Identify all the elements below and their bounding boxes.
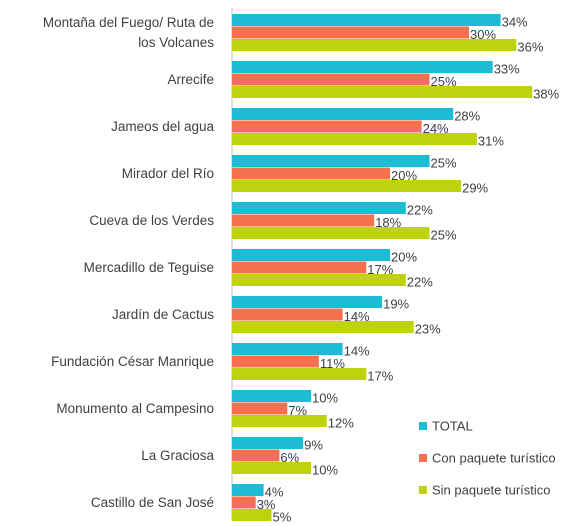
category-label: Fundación César Manrique [51,353,214,369]
bar [232,343,343,355]
category-label: Monumento al Campesino [56,400,214,416]
value-label: 7% [288,403,307,418]
value-label: 38% [533,87,559,102]
bar [232,73,430,86]
bar [232,496,256,509]
bar [232,202,406,214]
value-label: 24% [423,121,449,136]
legend-label: TOTAL [432,418,473,433]
bar [232,368,367,380]
bar [232,509,272,521]
bar [232,214,375,227]
value-label: 36% [517,40,543,55]
value-label: 34% [502,15,528,30]
value-label: 31% [478,134,504,149]
bar [232,484,264,496]
value-label: 28% [454,109,480,124]
value-label: 12% [328,416,354,431]
category-label: Cueva de los Verdes [89,212,214,228]
value-label: 18% [375,215,401,230]
value-label: 25% [431,74,457,89]
bar [232,449,280,462]
value-label: 17% [367,262,393,277]
bar [232,133,477,145]
category-label: La Graciosa [141,447,214,463]
bar [232,26,469,39]
legend-label: Sin paquete turístico [432,482,551,497]
bar [232,61,493,73]
value-label: 6% [280,450,299,465]
category-label: Arrecife [167,71,214,87]
bar [232,120,422,133]
category-label: Montaña del Fuego/ Ruta de los Volcanes [42,14,214,50]
value-label: 4% [265,485,284,500]
value-label: 30% [470,27,496,42]
value-label: 23% [415,322,441,337]
legend-label: Con paquete turístico [432,450,556,465]
value-label: 22% [407,275,433,290]
bar [232,180,462,192]
bar [232,308,343,321]
value-label: 20% [391,250,417,265]
category-label: Castillo de San José [90,494,214,510]
bar [232,155,430,167]
bar [232,390,311,402]
value-label: 10% [312,391,338,406]
category-label: Mercadillo de Teguise [83,259,214,275]
bar [232,415,327,427]
bar [232,462,311,474]
category-label: Jardín de Cactus [111,306,214,322]
value-label: 19% [383,297,409,312]
category-label: Jameos del agua [111,118,214,134]
value-label: 11% [320,356,345,371]
bar [232,108,454,120]
legend-swatch [419,422,427,430]
value-label: 33% [494,62,520,77]
bar [232,227,430,239]
value-label: 5% [273,510,292,525]
bar [232,296,383,308]
value-label: 14% [344,309,370,324]
bar [232,167,390,180]
value-label: 22% [407,203,433,218]
value-label: 9% [304,438,323,453]
bar [232,261,367,274]
bar [232,274,406,286]
bar [232,249,390,261]
bar [232,39,517,51]
legend-swatch [419,486,427,494]
value-label: 25% [431,228,457,243]
bar [232,402,288,415]
bar [232,14,501,26]
bar [232,86,533,98]
bar [232,437,304,449]
category-label: Mirador del Río [121,165,214,181]
value-label: 29% [462,181,488,196]
value-label: 14% [344,344,370,359]
value-label: 20% [391,168,417,183]
value-label: 25% [431,156,457,171]
value-label: 10% [312,463,338,478]
legend-swatch [419,454,427,462]
bar [232,321,414,333]
bar [232,355,319,368]
value-label: 17% [367,369,393,384]
value-label: 3% [257,497,276,512]
